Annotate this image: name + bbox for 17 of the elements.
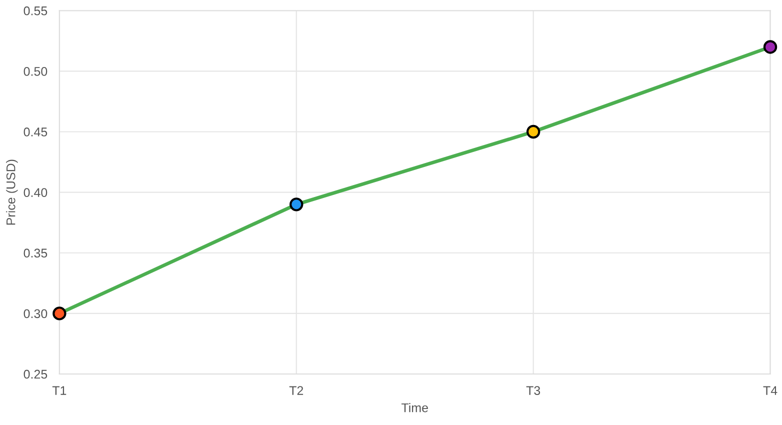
point (52, 306, 66, 320)
y-tick-label: 0.30 (24, 309, 48, 318)
point (763, 40, 778, 54)
x-axis-title: Time (401, 403, 428, 412)
y-tick-label: 0.55 (24, 6, 48, 16)
y-tick-label: 0.35 (24, 248, 48, 258)
x-tick-label: T2 (289, 386, 304, 395)
y-axis-title: Price (USD) (6, 160, 18, 225)
y-tick-label: 0.50 (24, 66, 48, 76)
x-tick-label: T4 (763, 386, 778, 395)
point (290, 198, 304, 212)
y-tick-label: 0.45 (24, 128, 48, 136)
y-tick-label: 0.40 (24, 188, 48, 197)
x-tick-label: T3 (526, 386, 540, 395)
y-tick-label: 0.25 (24, 370, 48, 379)
point (526, 124, 540, 139)
x-tick-label: T1 (52, 386, 66, 395)
